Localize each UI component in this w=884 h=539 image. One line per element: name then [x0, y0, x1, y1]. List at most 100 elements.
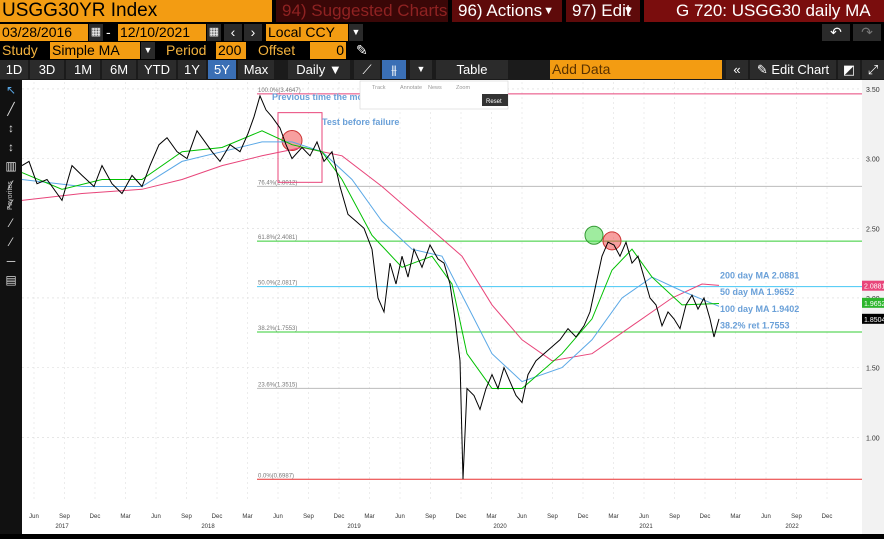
- redo-icon[interactable]: ↷: [853, 24, 881, 41]
- price-tag: [862, 313, 884, 324]
- y-tick-label: 2.50: [866, 226, 880, 233]
- x-tick-label: Mar: [486, 514, 496, 520]
- collapse-icon[interactable]: «: [726, 60, 748, 79]
- chevron-down-icon[interactable]: ▼: [141, 42, 155, 59]
- start-date-input[interactable]: 03/28/2016: [0, 24, 88, 41]
- range-5y[interactable]: 5Y: [208, 60, 236, 79]
- x-tick-label: Sep: [59, 514, 70, 520]
- x-tick-label: Dec: [90, 514, 101, 520]
- ticker-field[interactable]: USGG30YR Index: [0, 0, 272, 22]
- period-label: Period: [166, 42, 207, 58]
- offset-input[interactable]: 0: [310, 42, 346, 59]
- draw-icon[interactable]: ⁄: [7, 235, 14, 249]
- reset-button-bg[interactable]: [482, 94, 508, 106]
- edit-chart-button[interactable]: ✎ Edit Chart: [750, 60, 836, 79]
- x-tick-label: Sep: [791, 514, 802, 520]
- calendar-icon[interactable]: ▦: [89, 24, 103, 41]
- interval-label: Daily: [296, 62, 326, 77]
- fib-level-label: 38.2%(1.7553): [258, 326, 297, 332]
- edit-menu[interactable]: 97) Edit ▼: [566, 0, 640, 22]
- draw-icon[interactable]: ⁄: [7, 178, 14, 192]
- year-label: 2017: [55, 524, 69, 530]
- draw-icon[interactable]: ⁄: [7, 216, 14, 230]
- zoom-annotate-button[interactable]: Annotate: [400, 85, 422, 91]
- title-bar: USGG30YR Index 94) Suggested Charts 96) …: [0, 0, 884, 24]
- study-bar: Study Simple MA ▼ Period 200 Offset 0 ✎: [0, 42, 884, 60]
- cross-marker-red: [602, 231, 622, 251]
- offset-label: Offset: [258, 42, 296, 58]
- expand-icon[interactable]: ⤢: [862, 60, 884, 79]
- price-tag: [862, 280, 884, 291]
- bars-icon[interactable]: ▥: [5, 159, 16, 173]
- range-icon[interactable]: ↕: [8, 140, 14, 154]
- favorites-label[interactable]: Favorites: [7, 181, 14, 210]
- date-separator: -: [106, 24, 111, 40]
- year-label: 2019: [347, 524, 361, 530]
- edit-icon[interactable]: ◩: [838, 60, 860, 79]
- actions-label: 96) Actions: [458, 1, 543, 20]
- range-1m[interactable]: 1M: [66, 60, 100, 79]
- fib-level-label: 50.0%(2.0817): [258, 281, 297, 287]
- year-label: 2021: [639, 524, 653, 530]
- chevron-down-icon: ▼: [543, 5, 554, 17]
- range-max[interactable]: Max: [238, 60, 274, 79]
- end-date-input[interactable]: 12/10/2021: [118, 24, 206, 41]
- line-chart-icon[interactable]: ⟋: [354, 60, 380, 79]
- fib-level-label: 61.8%(2.4081): [258, 235, 297, 241]
- suggested-charts-button[interactable]: 94) Suggested Charts: [276, 0, 448, 22]
- actions-menu[interactable]: 96) Actions ▼: [452, 0, 562, 22]
- prev-arrow-icon[interactable]: ‹: [224, 24, 242, 41]
- chart-svg[interactable]: ↖ ╱ ↕ ↕ ▥ ⁄ ⁄ ⁄ ⁄ ─ ▤ Favorites 100.0%(3.4647) 76.4…: [0, 80, 884, 534]
- range-6m[interactable]: 6M: [102, 60, 136, 79]
- pointer-icon[interactable]: ↖: [6, 83, 16, 97]
- line-tool-icon[interactable]: ╱: [6, 101, 15, 116]
- fib-level-label: 100.0%(3.4647): [258, 88, 301, 94]
- zoom-track-button[interactable]: Track: [372, 85, 386, 91]
- zoom-zoom-button[interactable]: Zoom: [456, 85, 470, 91]
- ma200-line: [21, 146, 720, 362]
- draw-icon[interactable]: ⁄: [7, 197, 14, 211]
- x-tick-label: Jun: [151, 514, 161, 520]
- zoom-news-button[interactable]: News: [428, 85, 442, 91]
- undo-icon[interactable]: ↶: [822, 24, 850, 41]
- y-tick-label: 3.00: [866, 157, 880, 164]
- study-label: Study: [2, 42, 38, 58]
- x-tick-label: Mar: [730, 514, 740, 520]
- measure-icon[interactable]: ↕: [8, 121, 14, 135]
- x-tick-label: Dec: [822, 514, 833, 520]
- currency-select[interactable]: Local CCY: [266, 24, 348, 41]
- range-1y[interactable]: 1Y: [178, 60, 206, 79]
- y-tick-label: 1.00: [866, 435, 880, 442]
- y-tick-label: 3.50: [866, 87, 880, 94]
- highlight-box: [277, 112, 323, 183]
- x-tick-label: Mar: [242, 514, 252, 520]
- pencil-icon[interactable]: ✎: [356, 42, 368, 58]
- annotation-text: 50 day MA 1.9652: [720, 287, 794, 297]
- x-tick-label: Jun: [761, 514, 771, 520]
- x-tick-label: Sep: [303, 514, 314, 520]
- bar-chart-icon[interactable]: ⫵: [382, 60, 406, 79]
- next-arrow-icon[interactable]: ›: [244, 24, 262, 41]
- chevron-down-icon[interactable]: ▼: [349, 24, 363, 41]
- period-input[interactable]: 200: [216, 42, 246, 59]
- chart-toolbar: 1D 3D 1M 6M YTD 1Y 5Y Max Daily ▼ ⟋ ⫵ ▼ Table A…: [0, 60, 884, 80]
- range-ytd[interactable]: YTD: [138, 60, 176, 79]
- range-3d[interactable]: 3D: [30, 60, 64, 79]
- study-select[interactable]: Simple MA: [50, 42, 140, 59]
- table-button[interactable]: Table: [436, 60, 508, 79]
- price-line: [21, 94, 720, 480]
- chevron-down-icon[interactable]: ▼: [410, 60, 432, 79]
- layers-icon[interactable]: ▤: [5, 273, 16, 287]
- interval-select[interactable]: Daily ▼: [288, 60, 350, 79]
- cross-marker-green: [584, 225, 604, 245]
- hline-icon[interactable]: ─: [6, 254, 16, 268]
- add-data-input[interactable]: Add Data: [550, 60, 722, 79]
- reset-button[interactable]: Reset: [486, 99, 502, 105]
- range-1d[interactable]: 1D: [0, 60, 28, 79]
- calendar-icon[interactable]: ▦: [207, 24, 221, 41]
- price-tag-label: 2.0881: [864, 284, 884, 291]
- price-tag-label: 1.9652: [864, 301, 884, 308]
- price-tag: [862, 297, 884, 308]
- ma50-line: [21, 130, 720, 389]
- x-tick-label: Mar: [364, 514, 374, 520]
